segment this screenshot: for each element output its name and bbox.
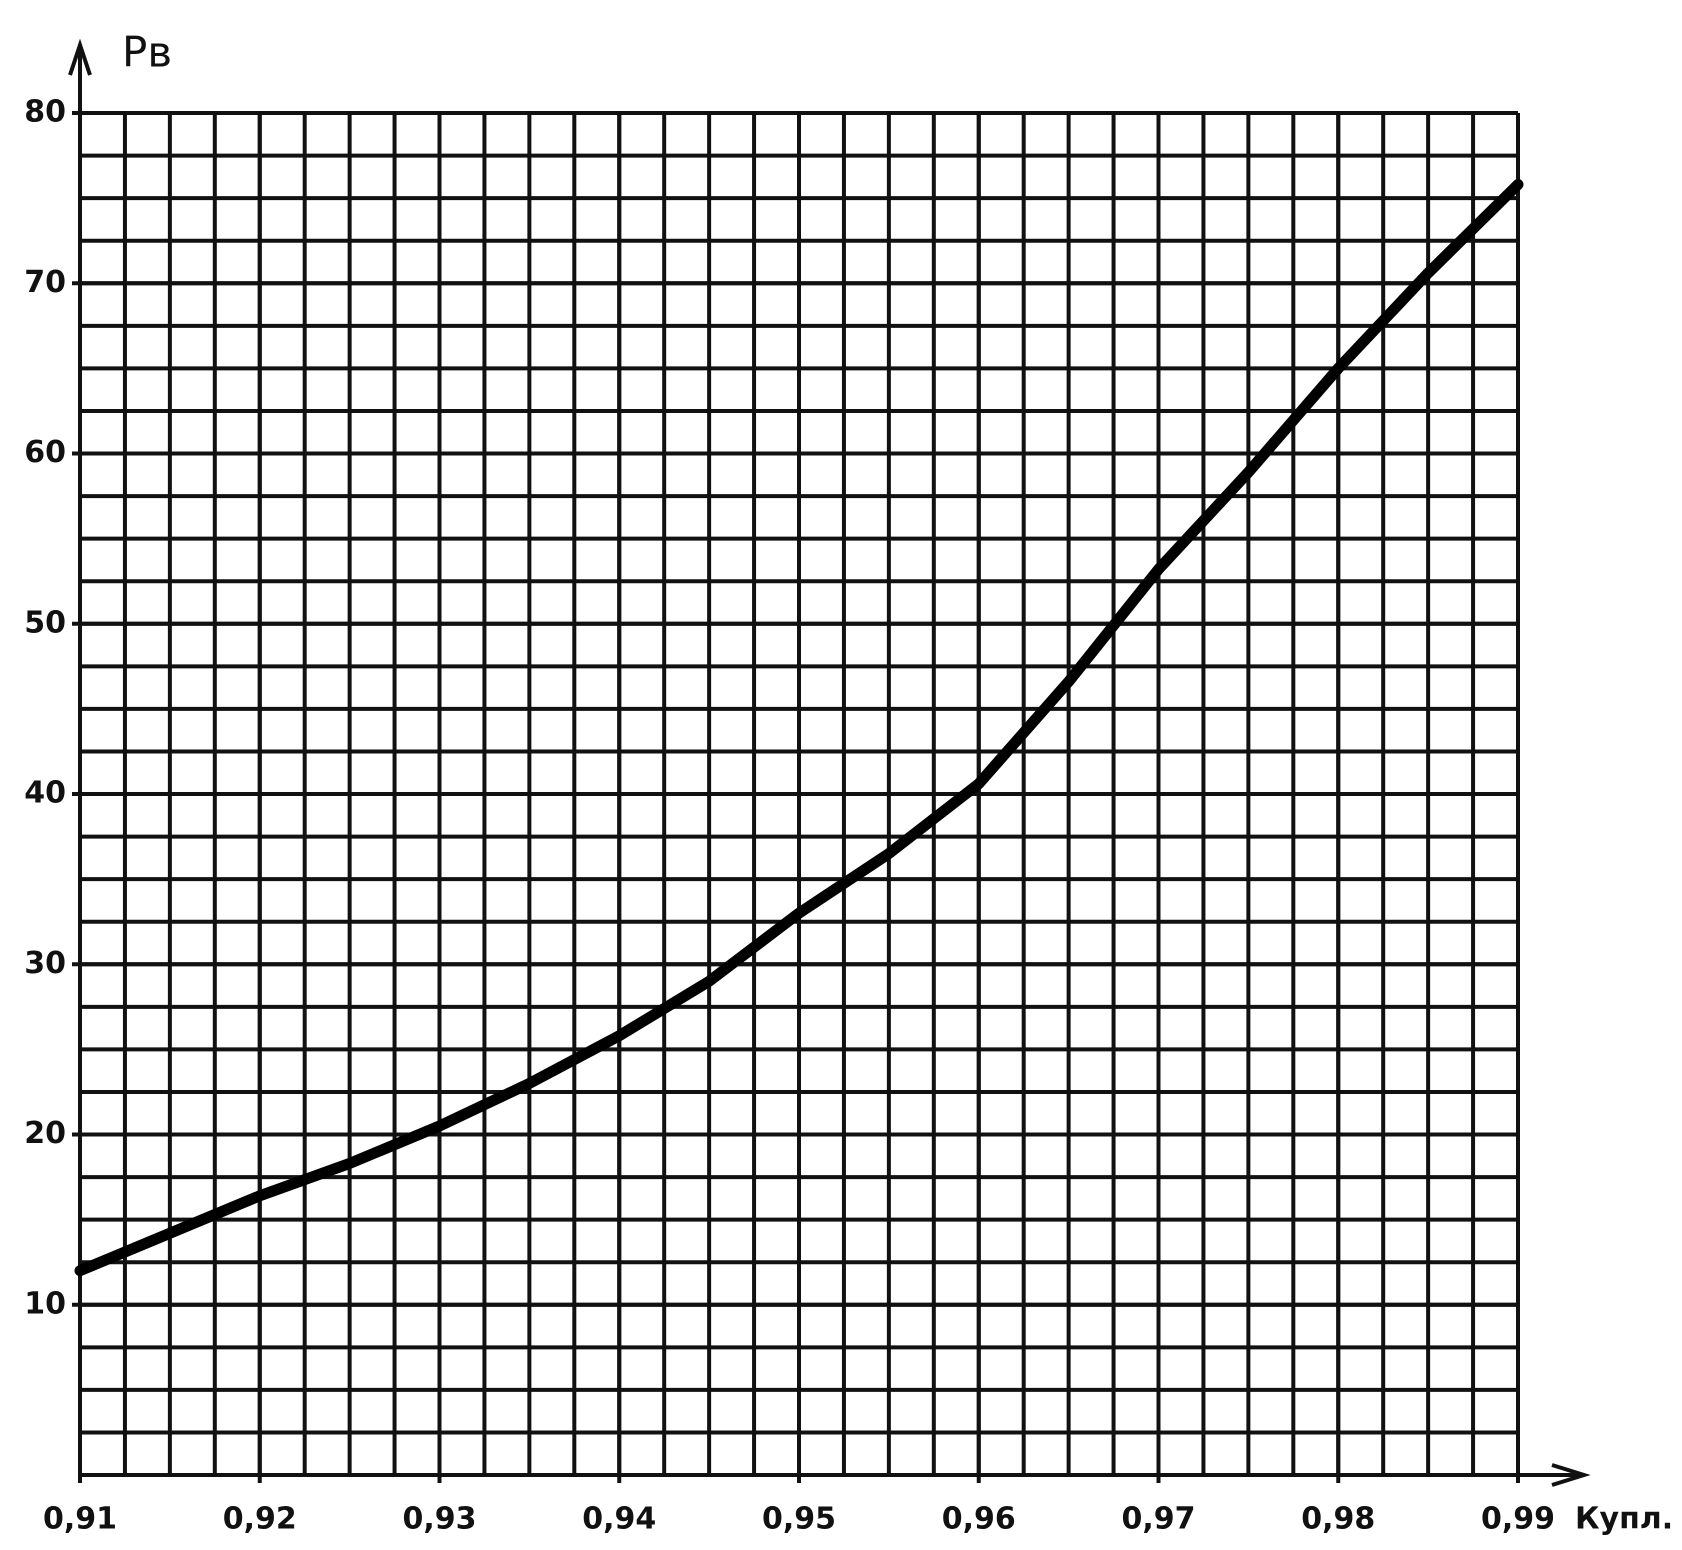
y-tick-label: 30 xyxy=(24,946,66,981)
y-tick-label: 70 xyxy=(24,265,66,300)
y-tick-label: 60 xyxy=(24,435,66,470)
x-tick-label: 0,97 xyxy=(1121,1502,1195,1537)
x-tick-label: 0,96 xyxy=(942,1502,1016,1537)
y-tick-label: 50 xyxy=(24,605,66,640)
x-tick-label: 0,99 xyxy=(1481,1502,1555,1537)
x-tick-label: 0,98 xyxy=(1301,1502,1375,1537)
data-line xyxy=(74,179,1524,1277)
x-tick-label: 0,93 xyxy=(402,1502,476,1537)
y-tick-label: 40 xyxy=(24,776,66,811)
x-tick-label: 0,95 xyxy=(762,1502,836,1537)
x-tick-label: 0,94 xyxy=(582,1502,656,1537)
x-tick-label: 0,92 xyxy=(223,1502,297,1537)
y-tick-label: 80 xyxy=(24,95,66,130)
x-tick-label: 0,91 xyxy=(43,1502,117,1537)
x-axis-label: Купл. xyxy=(1575,1502,1673,1537)
y-tick-label: 20 xyxy=(24,1116,66,1151)
y-tick-label: 10 xyxy=(24,1286,66,1321)
y-axis-label: Pв xyxy=(122,28,172,77)
